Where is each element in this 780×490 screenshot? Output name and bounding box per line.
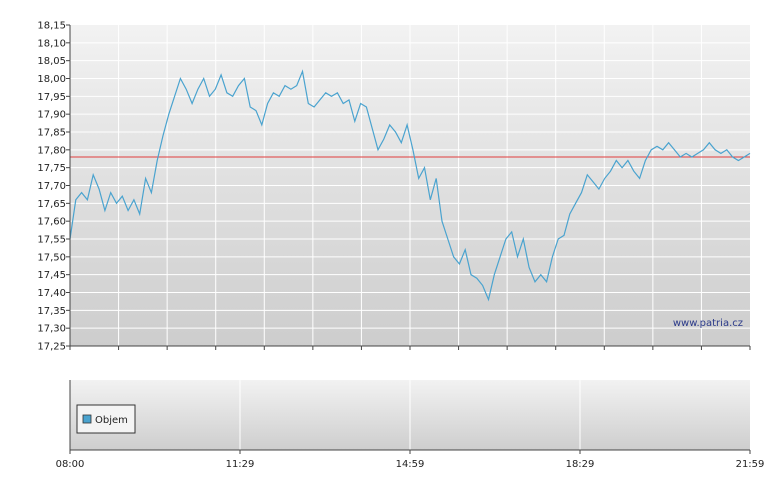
x-tick-label: 21:59	[736, 459, 765, 470]
y-tick-label: 17,75	[37, 163, 66, 174]
volume-grid	[239, 380, 581, 450]
y-tick-label: 17,80	[37, 145, 66, 156]
x-tick-label: 14:59	[396, 459, 425, 470]
legend-label: Objem	[95, 415, 128, 426]
y-tick-label: 17,90	[37, 110, 66, 121]
y-tick-label: 17,45	[37, 270, 66, 281]
price-grid	[70, 25, 750, 346]
y-tick-label: 17,55	[37, 235, 66, 246]
y-tick-label: 17,50	[37, 252, 66, 263]
y-tick-label: 17,95	[37, 92, 66, 103]
y-tick-label: 17,65	[37, 199, 66, 210]
y-tick-label: 17,85	[37, 128, 66, 139]
legend-swatch	[82, 414, 92, 424]
y-tick-label: 18,10	[37, 38, 66, 49]
y-tick-label: 17,25	[37, 342, 66, 353]
price-x-tick-marks	[69, 346, 751, 350]
y-tick-label: 17,70	[37, 181, 66, 192]
y-axis-ticks: 18,15 18,10 18,05 18,00 17,95 17,90 17,85 17,80…	[37, 21, 70, 353]
x-axis-tick-labels: 08:00 11:29 14:59 18:29 21:59	[56, 459, 765, 470]
y-tick-label: 18,15	[37, 21, 66, 32]
watermark-text: www.patria.cz	[673, 318, 743, 329]
y-tick-label: 17,60	[37, 217, 66, 228]
y-tick-label: 18,05	[37, 56, 66, 67]
volume-x-tick-marks	[69, 450, 751, 454]
x-tick-label: 08:00	[56, 459, 85, 470]
y-tick-label: 17,40	[37, 288, 66, 299]
y-tick-label: 17,35	[37, 306, 66, 317]
y-tick-label: 18,00	[37, 74, 66, 85]
x-tick-label: 11:29	[226, 459, 255, 470]
price-series-line	[69, 69, 751, 302]
y-tick-label: 17,30	[37, 324, 66, 335]
volume-legend: Objem	[76, 404, 136, 434]
x-tick-label: 18:29	[566, 459, 595, 470]
